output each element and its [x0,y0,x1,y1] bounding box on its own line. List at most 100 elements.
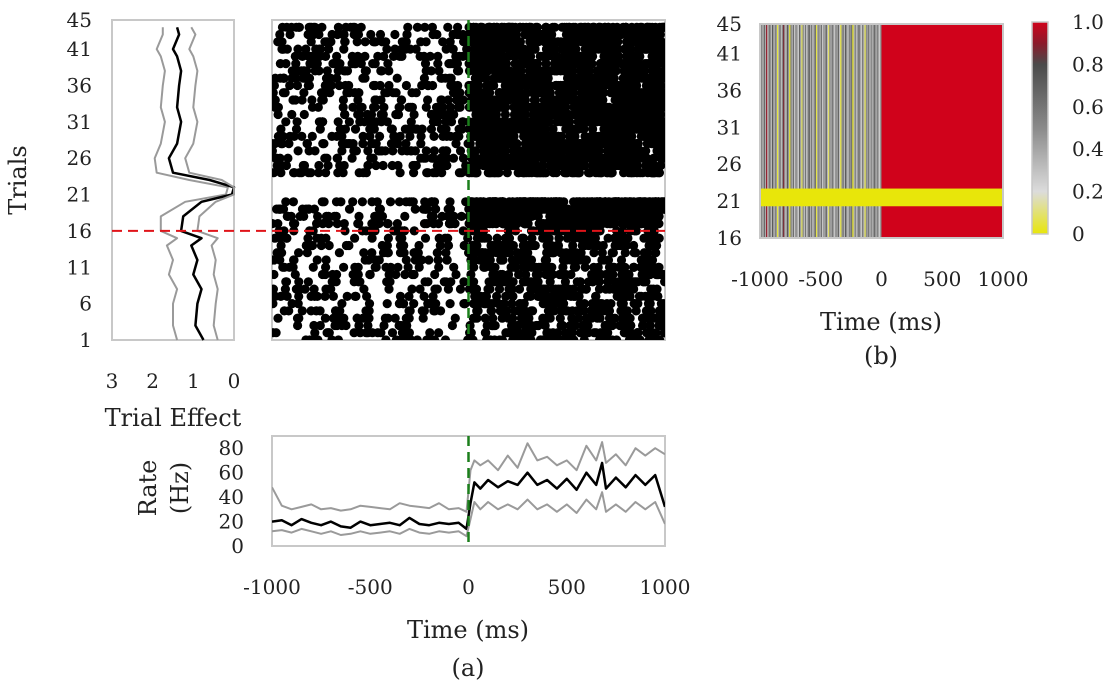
raster-spike [640,117,651,127]
raster-spike [332,51,342,62]
raster-spike [594,277,604,287]
raster-spike [338,95,348,105]
raster-spike [423,95,433,105]
raster-spike [546,139,556,149]
raster-spike [444,211,455,221]
raster-spike [478,248,488,258]
raster-spike [325,88,335,98]
raster-spike [470,291,480,301]
raster-spike [407,269,417,280]
raster-spike [531,73,541,83]
raster-spike [642,313,652,323]
raster-spike [519,131,529,141]
raster-spike [340,37,350,47]
heatmap-column [852,24,854,238]
raster-spike [543,306,554,316]
raster-spike [481,291,492,301]
raster-spike [501,102,511,112]
raster-spike [379,320,389,331]
raster-spike [572,109,582,120]
heatmap-column [870,24,873,238]
raster-spike [659,204,665,214]
raster-spike [302,248,312,258]
raster-spike [566,59,576,69]
raster-spike [544,299,555,309]
rate-x-tick: -1000 [243,575,301,599]
raster-spike [294,291,304,301]
raster-spike [499,299,509,309]
trial-effect-x-tick: 2 [146,369,159,393]
raster-spike [533,211,543,221]
raster-spike [616,109,626,120]
raster-spike [394,102,404,112]
raster-spike [627,22,637,32]
raster-spike [635,197,645,207]
raster-spike [272,299,278,309]
raster-spike [487,306,497,316]
raster-spike [587,44,597,54]
raster-spike [302,139,312,149]
raster-spike [443,204,453,214]
raster-spike [620,313,631,323]
raster-spike [479,153,489,163]
raster-spike [652,73,662,83]
raster-spike [583,153,594,163]
raster-spike [596,117,606,127]
raster-spike [344,80,354,91]
raster-spike [501,291,511,301]
raster-spike [288,197,298,207]
raster-spike [400,211,410,221]
raster-spike [655,320,665,331]
raster-spike [547,102,558,112]
trial-effect-y-tick: 45 [67,8,92,32]
raster-spike [612,335,622,340]
raster-spike [503,248,513,258]
raster-spike [515,37,526,47]
heatmap-column [779,24,782,238]
raster-spike [391,88,401,98]
raster-spike [518,262,528,272]
raster-spike [613,233,623,243]
raster-spike [477,95,487,105]
raster-spike [279,73,289,83]
raster-spike [430,284,440,294]
raster-spike [272,153,282,163]
heatmap-column [815,24,818,238]
raster-spike [333,168,343,178]
raster-spike [445,197,455,207]
raster-spike [498,219,508,229]
raster-spike [412,335,422,340]
raster-spike [626,328,636,338]
raster-spike [563,109,574,120]
raster-spike [324,44,334,54]
raster-spike [437,73,447,83]
raster-spike [414,240,424,251]
raster-spike [660,139,665,149]
raster-spike [635,29,645,40]
raster-spike [597,248,607,258]
raster-spike [272,168,279,178]
raster-spike [648,233,658,243]
raster-spike [272,102,280,112]
raster-spike [382,117,392,127]
raster-spike [569,80,579,91]
raster-spike [543,51,553,62]
raster-spike [560,95,570,105]
heatmap-column [817,24,819,238]
raster-spike [347,153,357,163]
heatmap-column [770,24,773,238]
raster-spike [305,22,315,32]
heatmap-column [862,24,864,238]
raster-spike [578,160,589,171]
raster-spike [631,95,641,105]
raster-spike [504,197,515,207]
raster-spike [477,44,487,54]
raster-spike [434,102,444,112]
raster-spike [272,88,278,98]
raster-spike [529,153,539,163]
raster-spike [382,240,392,251]
raster-spike [488,219,498,229]
heatmap-column [789,24,791,238]
raster-spike [646,44,656,54]
